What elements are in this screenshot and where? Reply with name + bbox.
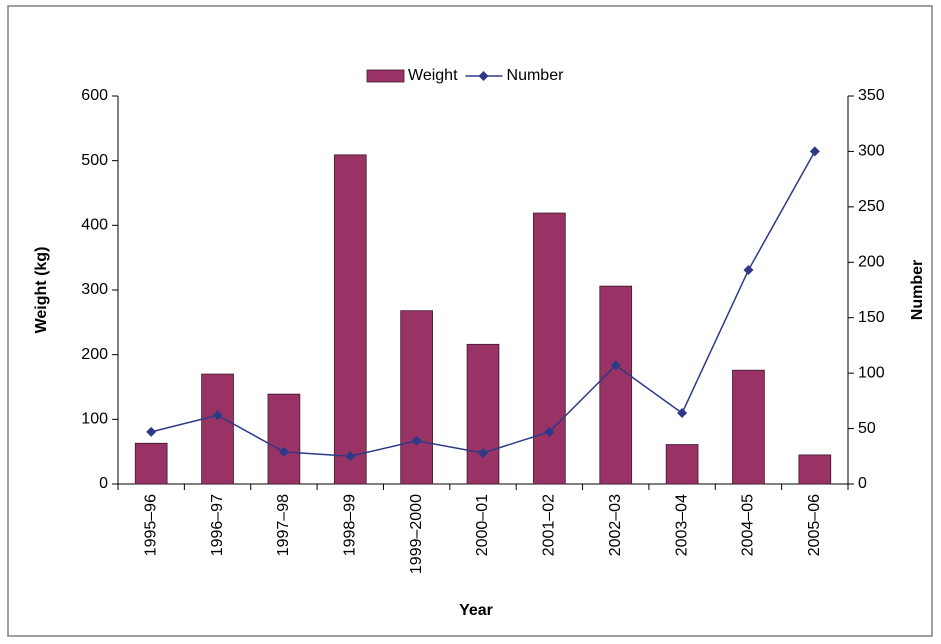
y2-tick-label: 150: [858, 309, 885, 326]
y2-tick-label: 350: [858, 87, 885, 104]
x-tick-label: 2005–06: [806, 494, 823, 556]
y2-tick-label: 0: [858, 475, 867, 492]
line-marker: [610, 360, 621, 371]
bar: [400, 310, 433, 485]
line-marker: [743, 265, 754, 276]
x-tick-label: 1997–98: [275, 494, 292, 556]
bar: [732, 369, 765, 485]
bar: [201, 373, 234, 485]
y-axis-title: Weight (kg): [33, 247, 50, 334]
x-tick-label: 1999–2000: [408, 494, 425, 574]
bar: [134, 442, 168, 485]
line-marker: [411, 435, 422, 446]
y2-tick-label: 200: [858, 254, 885, 271]
y2-axis-title: Number: [909, 260, 926, 320]
x-tick-label: 1995–96: [142, 494, 159, 556]
bar: [599, 285, 633, 485]
line-marker: [478, 447, 488, 458]
x-tick-label: 1998–99: [341, 494, 358, 556]
x-tick-label: 2004–05: [740, 494, 757, 556]
y-tick-label: 500: [81, 152, 108, 169]
x-tick-label: 1996–97: [209, 494, 226, 556]
legend-marker: [478, 71, 489, 81]
bar: [798, 454, 832, 485]
y2-tick-label: 250: [858, 198, 885, 215]
y2-tick-label: 50: [858, 420, 876, 437]
x-tick-label: 2001–02: [541, 494, 558, 556]
x-axis-title: Year: [459, 602, 493, 619]
y-tick-label: 0: [99, 475, 108, 492]
y-tick-label: 600: [81, 87, 108, 104]
y-tick-label: 400: [81, 217, 108, 234]
x-tick-label: 2000–01: [474, 494, 491, 556]
line-marker: [146, 426, 157, 437]
bar: [267, 393, 301, 485]
x-tick-label: 2003–04: [673, 494, 690, 556]
line-marker: [278, 446, 289, 457]
line-marker: [809, 146, 820, 157]
y2-tick-label: 300: [858, 143, 885, 160]
line-marker: [345, 451, 356, 462]
bar: [665, 444, 699, 485]
legend-label: Number: [507, 67, 565, 84]
bar: [466, 343, 500, 485]
bar: [333, 154, 367, 485]
legend-label: Weight: [408, 67, 458, 84]
legend-swatch: [366, 69, 405, 83]
line-marker: [544, 426, 555, 437]
line-marker: [212, 410, 223, 421]
y-tick-label: 300: [81, 281, 108, 298]
x-tick-label: 2002–03: [607, 494, 624, 556]
y2-tick-label: 100: [858, 364, 885, 381]
y-tick-label: 200: [81, 346, 108, 363]
y-tick-label: 100: [81, 411, 108, 428]
bar: [533, 212, 566, 485]
line-marker: [677, 408, 688, 419]
chart-frame: [7, 5, 933, 637]
